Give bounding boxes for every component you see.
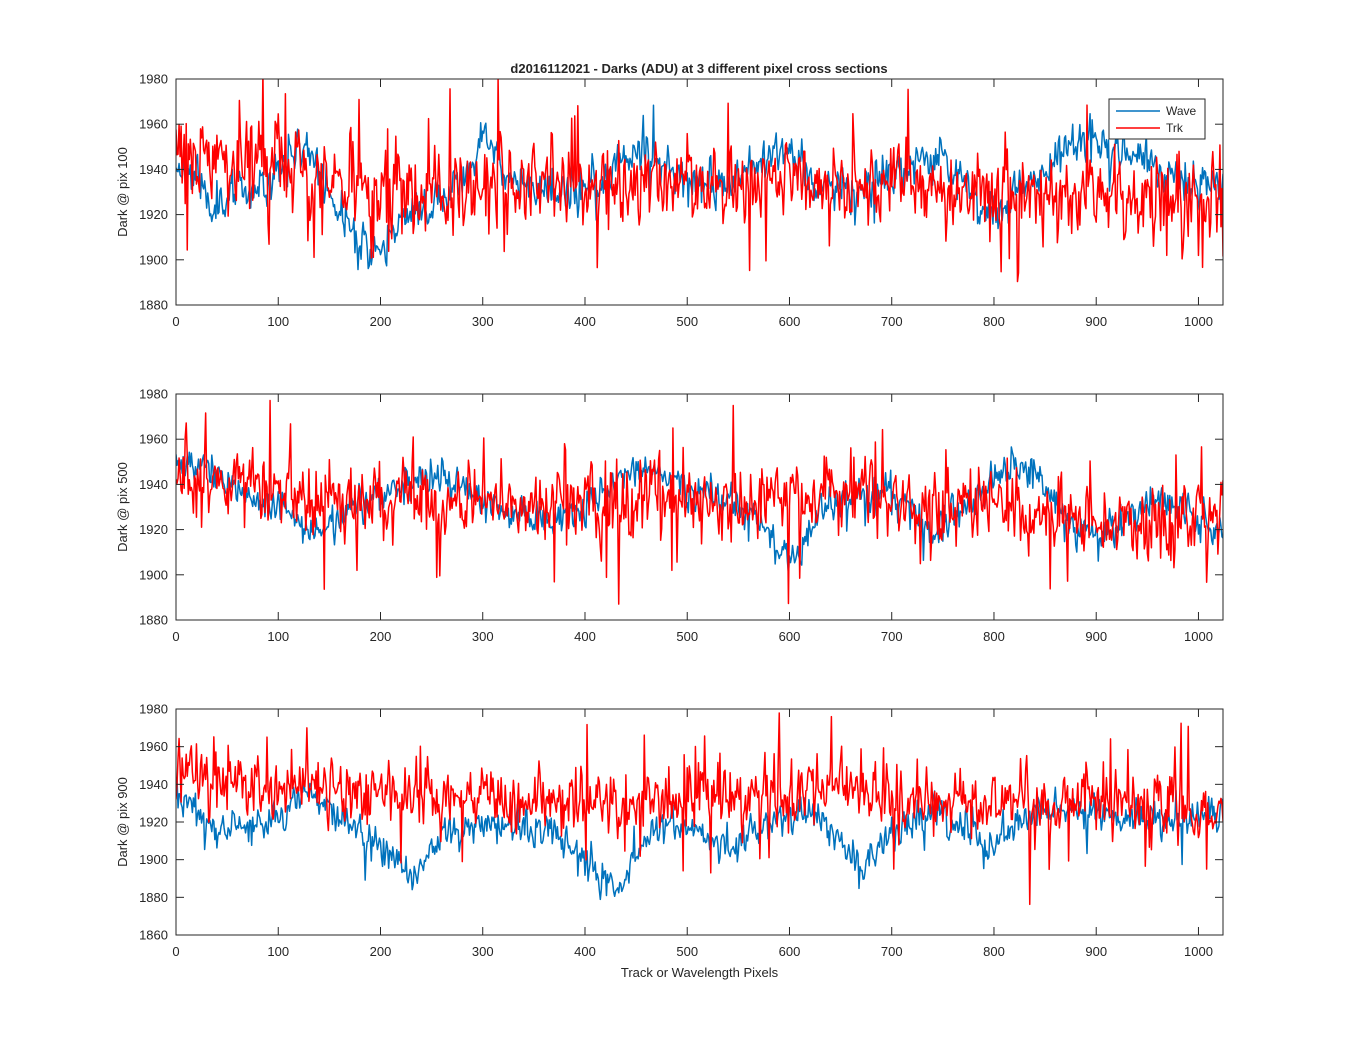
x-tick-label: 400: [574, 944, 596, 959]
y-axis-label: Dark @ pix 900: [115, 777, 130, 867]
x-tick-label: 1000: [1184, 944, 1213, 959]
x-tick-label: 300: [472, 314, 494, 329]
subplot-2: 0 100 200 300 400 500 600 700 800 900 1000 1880 1900…: [115, 387, 1224, 644]
x-tick-label: 700: [881, 944, 903, 959]
x-tick-label: 900: [1085, 314, 1107, 329]
y-tick-label: 1880: [139, 298, 168, 313]
y-tick-label: 1940: [139, 162, 168, 177]
x-tick-label: 500: [676, 314, 698, 329]
x-tick-label: 700: [881, 314, 903, 329]
y-tick-label: 1980: [139, 702, 168, 717]
x-tick-label: 100: [267, 314, 289, 329]
chart-title: d2016112021 - Darks (ADU) at 3 different…: [510, 61, 887, 76]
x-tick-label: 300: [472, 629, 494, 644]
axes-box: [175, 78, 1224, 306]
x-tick-label: 0: [172, 314, 179, 329]
x-tick-label: 100: [267, 944, 289, 959]
series-group: [176, 79, 1223, 283]
y-axis-label: Dark @ pix 500: [115, 462, 130, 552]
series-line-trk: [176, 79, 1223, 283]
x-tick-label: 600: [779, 944, 801, 959]
x-tick-label: 200: [370, 314, 392, 329]
x-tick-label: 1000: [1184, 629, 1213, 644]
x-tick-label: 100: [267, 629, 289, 644]
x-tick-label: 800: [983, 314, 1005, 329]
x-tick-label: 200: [370, 944, 392, 959]
x-tick-label: 0: [172, 944, 179, 959]
y-tick-label: 1980: [139, 387, 168, 402]
y-tick-label: 1900: [139, 252, 168, 267]
x-tick-label: 1000: [1184, 314, 1213, 329]
y-tick-label: 1900: [139, 852, 168, 867]
legend-label-wave: Wave: [1166, 104, 1197, 118]
y-tick-label: 1960: [139, 432, 168, 447]
x-tick-label: 400: [574, 629, 596, 644]
x-tick-label: 400: [574, 314, 596, 329]
y-tick-label: 1960: [139, 117, 168, 132]
y-tick-label: 1900: [139, 567, 168, 582]
x-tick-label: 600: [779, 629, 801, 644]
x-tick-label: 700: [881, 629, 903, 644]
axes-box: [175, 393, 1224, 621]
x-tick-label: 900: [1085, 944, 1107, 959]
series-group: [176, 399, 1223, 605]
y-tick-label: 1980: [139, 72, 168, 87]
x-tick-label: 800: [983, 944, 1005, 959]
series-line-wave: [176, 104, 1223, 271]
y-tick-label: 1860: [139, 928, 168, 943]
y-tick-label: 1940: [139, 477, 168, 492]
y-tick-label: 1960: [139, 739, 168, 754]
legend: Wave Trk: [1108, 98, 1206, 140]
legend-box: [1108, 98, 1206, 140]
x-tick-label: 900: [1085, 629, 1107, 644]
y-tick-label: 1880: [139, 613, 168, 628]
x-tick-label: 500: [676, 944, 698, 959]
y-tick-label: 1920: [139, 522, 168, 537]
x-tick-label: 300: [472, 944, 494, 959]
x-tick-label: 500: [676, 629, 698, 644]
series-line-trk: [176, 399, 1223, 605]
series-line-trk: [176, 712, 1223, 906]
y-tick-label: 1920: [139, 815, 168, 830]
x-tick-label: 200: [370, 629, 392, 644]
x-axis-label: Track or Wavelength Pixels: [621, 965, 779, 980]
legend-label-trk: Trk: [1166, 121, 1184, 135]
x-tick-label: 0: [172, 629, 179, 644]
y-tick-label: 1920: [139, 207, 168, 222]
series-group: [176, 712, 1223, 906]
subplots: 0 100 200 300 400 500 600 700 800 900 100018801900…: [115, 72, 1224, 980]
y-tick-label: 1880: [139, 890, 168, 905]
subplot-1: 0 100 200 300 400 500 600 700 800 900 1000 1880 1900…: [115, 72, 1224, 329]
y-axis-label: Dark @ pix 100: [115, 147, 130, 237]
x-tick-label: 600: [779, 314, 801, 329]
y-tick-label: 1940: [139, 777, 168, 792]
subplot-3: 0 100 200 300 400 500 600 700 800 900 1000 1860 1880…: [115, 702, 1224, 980]
x-tick-label: 800: [983, 629, 1005, 644]
